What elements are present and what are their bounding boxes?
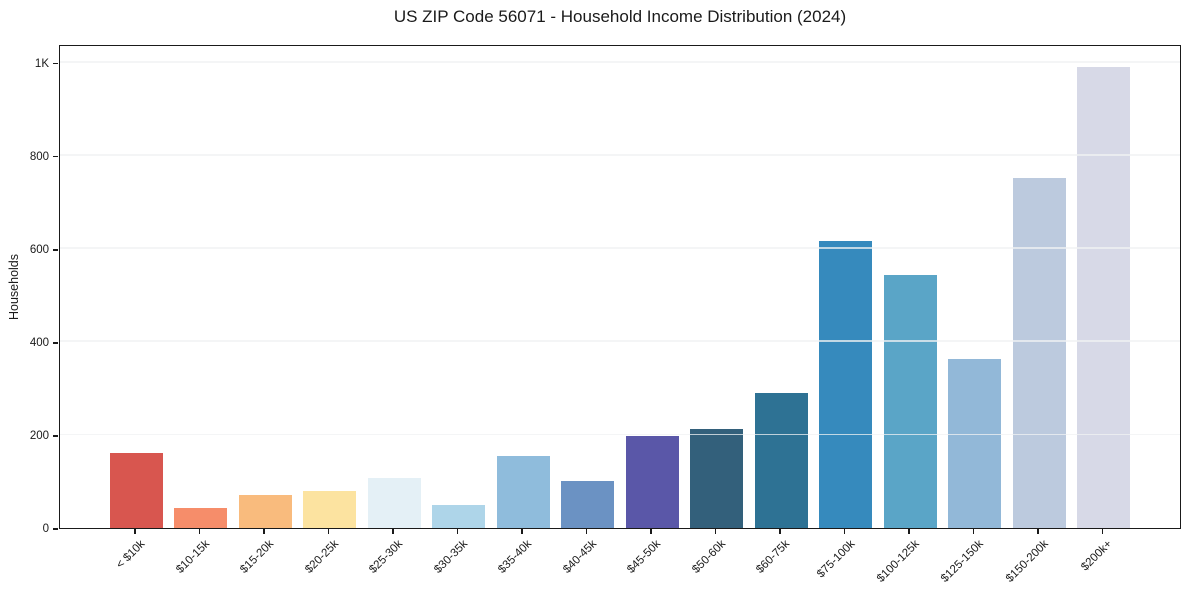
x-tick	[456, 529, 459, 534]
bar-$150-200k	[1012, 177, 1066, 528]
x-tick-label: $200k+	[1079, 538, 1115, 574]
y-axis-label: Households	[7, 253, 21, 321]
x-tick-label: < $10k	[114, 538, 148, 572]
x-tick	[1101, 529, 1104, 534]
x-tick	[585, 529, 588, 534]
gridline-400	[60, 340, 1180, 342]
bar-$200k+	[1077, 67, 1130, 528]
y-tick-label: 200	[29, 429, 49, 442]
bar-$45-50k	[625, 436, 679, 528]
gridline-1K	[60, 61, 1180, 63]
x-tick-label: $10-15k	[174, 538, 212, 576]
chart-title: US ZIP Code 56071 - Household Income Dis…	[393, 7, 847, 26]
y-tick-label: 0	[42, 523, 49, 535]
y-tick	[53, 528, 58, 530]
x-tick	[650, 529, 652, 534]
y-tick-label: 400	[29, 336, 49, 349]
y-tick	[53, 249, 58, 251]
bar-$125-150k	[948, 359, 1001, 528]
x-tick-label: $150-200k	[1003, 538, 1051, 585]
x-tick	[843, 529, 846, 534]
bar-$20-25k	[303, 490, 356, 528]
y-tick-label: 800	[29, 150, 49, 163]
bar-$15-20k	[238, 494, 292, 528]
x-tick	[263, 529, 265, 534]
x-tick	[392, 529, 394, 534]
x-tick-label: $100-125k	[874, 538, 922, 585]
bar-$10-15k	[174, 508, 227, 528]
x-tick	[779, 529, 781, 534]
y-tick	[53, 342, 58, 344]
bar-< $10k	[109, 452, 163, 528]
y-tick	[53, 62, 58, 65]
x-tick-label: $30-35k	[432, 538, 470, 576]
y-tick	[53, 155, 58, 158]
bar-$60-75k	[754, 393, 808, 528]
x-tick-label: $20-25k	[303, 538, 341, 576]
bar-$30-35k	[432, 504, 485, 528]
x-tick-label: $45-50k	[625, 538, 664, 576]
bar-$50-60k	[690, 429, 743, 528]
x-tick	[327, 529, 330, 534]
x-tick-label: $40-45k	[561, 538, 599, 576]
bar-$75-100k	[819, 241, 872, 528]
x-tick	[198, 529, 201, 534]
y-tick-label: 600	[29, 243, 49, 256]
gridline-200	[60, 433, 1180, 435]
x-tick-label: $75-100k	[814, 538, 857, 581]
x-tick-label: $60-75k	[754, 538, 793, 576]
x-tick-label: $50-60k	[690, 538, 728, 576]
x-tick	[521, 529, 523, 534]
bar-$40-45k	[561, 481, 614, 528]
x-tick	[908, 529, 910, 534]
y-tick-label: 1K	[34, 57, 49, 70]
x-tick-label: $125-150k	[939, 538, 986, 585]
bar-$35-40k	[496, 455, 550, 528]
x-tick-label: $35-40k	[496, 538, 535, 576]
x-tick	[134, 529, 136, 534]
gridline-800	[60, 154, 1180, 156]
x-tick	[972, 529, 975, 534]
gridline-600	[60, 247, 1180, 249]
bar-$25-30k	[367, 478, 421, 528]
x-tick-label: $15-20k	[238, 538, 277, 576]
x-tick	[1037, 529, 1039, 534]
y-tick	[53, 435, 58, 437]
bar-$100-125k	[883, 274, 937, 528]
x-tick	[714, 529, 717, 534]
plot-area	[59, 45, 1181, 529]
x-tick-label: $25-30k	[367, 538, 406, 576]
